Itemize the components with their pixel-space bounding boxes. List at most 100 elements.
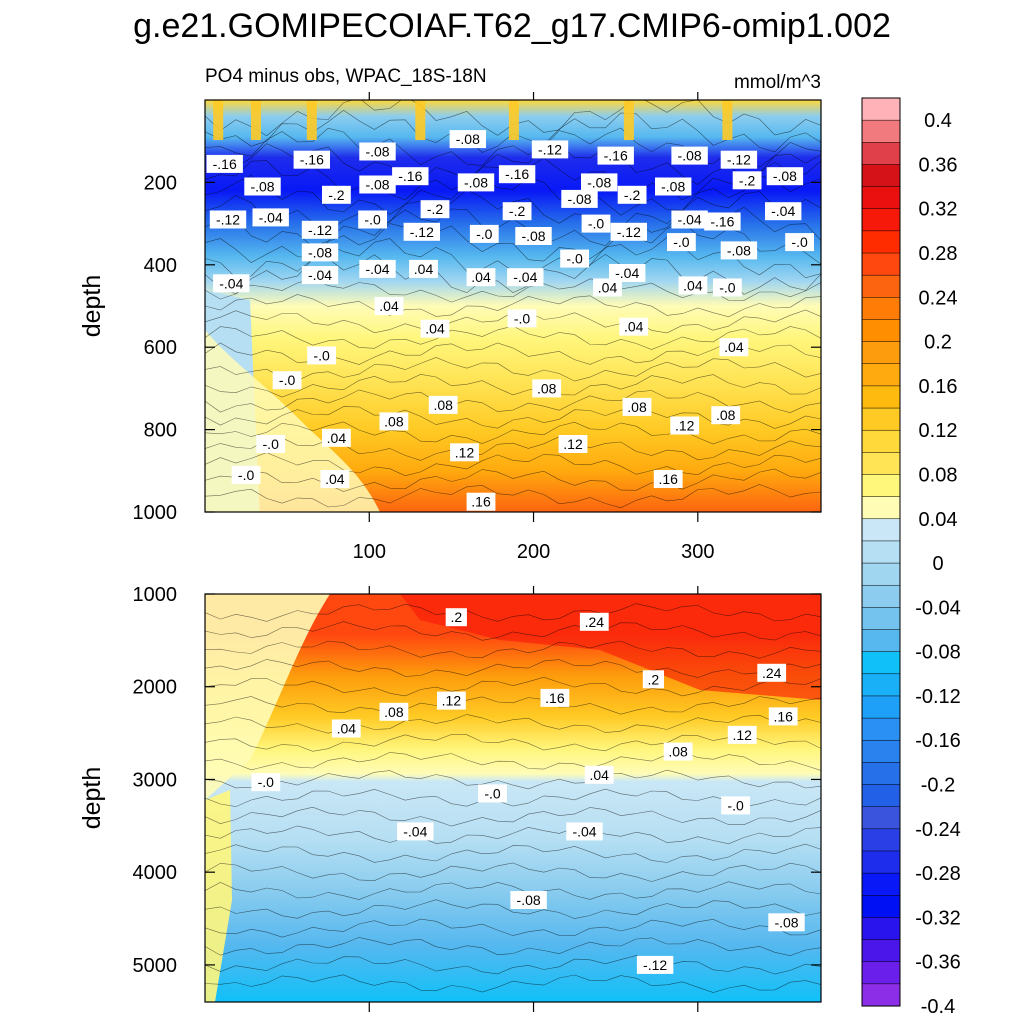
contour-line: [205, 436, 821, 461]
contour-label: .04: [322, 428, 351, 447]
contour-label-text: .08: [716, 407, 736, 423]
contour-label-box: [581, 214, 611, 233]
contour-label: -.0: [231, 465, 261, 484]
upper-y-axis-label: depth: [78, 275, 106, 338]
contour-label-box: [653, 470, 683, 488]
contour-label: -.04: [397, 822, 434, 841]
colorbar-swatch: [861, 762, 901, 786]
contour-label-box: [766, 167, 804, 186]
contour-label-box: [719, 338, 749, 357]
contour-label-text: -.0: [364, 212, 381, 228]
contour-label-text: .04: [471, 269, 491, 285]
contour-label-text: -.08: [678, 148, 702, 164]
contour-label: -.12: [720, 150, 758, 169]
contour-label-box: [359, 259, 396, 278]
colorbar-swatch: [861, 407, 901, 431]
contour-label-text: -.08: [365, 177, 389, 193]
contour-label: .16: [540, 688, 570, 707]
lower-contour-lines: [205, 603, 821, 993]
contour-label-box: [331, 719, 361, 738]
contour-label-box: [409, 259, 438, 278]
lower-panel: .2 .24 .2 .24 .16 .12 .08 .04 .16 .12 .08 .04 -.0 -.0…: [78, 584, 822, 1012]
upper-left-string: PO4 minus obs, WPAC_18S-18N: [205, 66, 487, 87]
contour-label: -.0: [560, 249, 589, 268]
contour-label-text: -.08: [517, 892, 541, 908]
contour-label-box: [320, 470, 350, 488]
surface-positive-stripe: [251, 100, 261, 140]
contour-label: -.08: [766, 167, 804, 186]
colorbar-label: 0.4: [924, 110, 952, 132]
contour-label: -.12: [209, 210, 247, 229]
contour-label-text: -.04: [615, 265, 639, 281]
contour-label-text: -.0: [727, 797, 744, 813]
lower-west-pale-patch: [205, 594, 330, 800]
contour-label-box: [540, 688, 570, 707]
contour-label-text: -.16: [604, 148, 628, 164]
contour-line: [205, 373, 821, 398]
contour-label-text: .04: [325, 471, 345, 487]
contour-label-box: [597, 146, 634, 165]
contour-line: [205, 389, 821, 414]
contour-label-box: [206, 154, 243, 173]
contour-label: -.04: [566, 822, 603, 841]
contour-label-text: -.08: [727, 242, 751, 258]
contour-label-box: [768, 913, 805, 932]
contour-label-text: .04: [414, 261, 434, 277]
y-tick-label: 4000: [133, 862, 178, 884]
colorbar-swatch: [861, 961, 901, 985]
contour-label-box: [322, 428, 351, 447]
contour-label-box: [322, 185, 351, 204]
contour-label: -.2: [322, 185, 351, 204]
colorbar-swatch: [861, 828, 901, 852]
y-tick-label: 2000: [133, 677, 178, 699]
contour-label-text: .2: [450, 609, 462, 625]
contour-label-box: [622, 397, 652, 416]
contour-label: .04: [409, 259, 438, 278]
contour-label-box: [231, 465, 261, 484]
contour-label-text: .12: [732, 727, 752, 743]
contour-label: .24: [579, 612, 609, 631]
contour-label: -.0: [251, 773, 281, 792]
contour-label-text: -.08: [456, 131, 480, 147]
contour-label: .08: [532, 379, 562, 398]
contour-label: -.0: [721, 796, 750, 815]
colorbar-label: 0: [932, 553, 943, 575]
contour-label: -.12: [403, 222, 440, 241]
contour-label-text: .08: [627, 399, 647, 415]
contour-label: .12: [450, 443, 479, 462]
contour-label-box: [619, 317, 649, 336]
colorbar-label: -0.24: [915, 819, 961, 841]
contour-label-text: -.08: [464, 174, 488, 190]
contour-line: [205, 862, 821, 882]
contour-label-text: -.16: [213, 156, 237, 172]
contour-label: .04: [719, 338, 749, 357]
colorbar-swatch: [861, 142, 901, 165]
y-tick-label: 3000: [133, 769, 178, 791]
lower-plot-frame: [204, 593, 822, 1003]
contour-label: -.0: [581, 214, 611, 233]
contour-label-text: .16: [773, 708, 793, 724]
colorbar-frame: [861, 97, 901, 1007]
contour-label-box: [678, 276, 708, 295]
colorbar-label: -0.16: [915, 730, 961, 752]
contour-line: [205, 769, 821, 790]
contour-label-box: [252, 208, 289, 227]
contour-label-text: .04: [337, 721, 357, 737]
colorbar-label: -0.12: [915, 686, 961, 708]
contour-label: -.0: [307, 346, 336, 365]
colorbar-swatch: [861, 297, 901, 321]
contour-line: [205, 253, 821, 295]
contour-label-text: -.08: [250, 179, 274, 195]
x-tick-label: 200: [517, 541, 550, 563]
contour-label-text: -.04: [403, 823, 427, 839]
contour-label-text: .04: [598, 280, 618, 296]
colorbar-swatch: [861, 164, 901, 188]
contour-label-text: .16: [471, 494, 491, 510]
lower-contour-labels: .2 .24 .2 .24 .16 .12 .08 .04 .16 .12 .08 .04 -.0 -.0…: [251, 608, 805, 974]
contour-label-text: -.0: [514, 310, 531, 326]
surface-positive-stripe: [415, 100, 426, 140]
contour-label-text: -.04: [771, 203, 795, 219]
contour-label-text: -.0: [476, 226, 493, 242]
contour-label: -.16: [704, 212, 741, 231]
contour-label: .04: [320, 470, 350, 488]
